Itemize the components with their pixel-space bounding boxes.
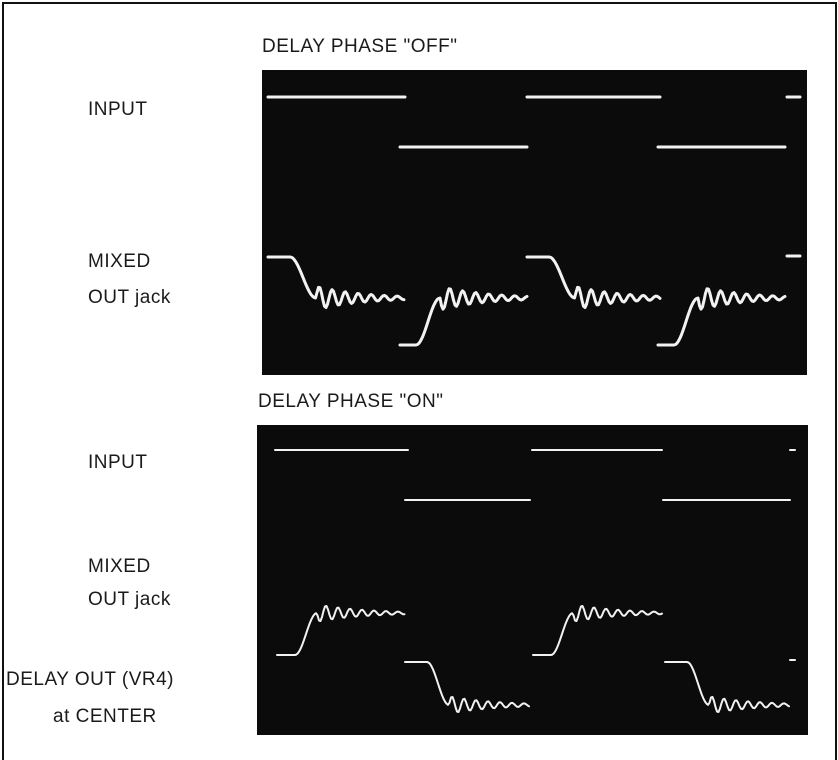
scope-screen (262, 70, 807, 375)
trace-label: DELAY OUT (VR4) (6, 669, 174, 690)
trace-label: INPUT (88, 99, 148, 120)
panel-title: DELAY PHASE "OFF" (262, 36, 458, 57)
scope-screen (257, 425, 808, 735)
trace-label: OUT jack (88, 589, 171, 610)
trace-label: MIXED (88, 556, 151, 577)
trace-label: INPUT (88, 452, 148, 473)
trace-label: at CENTER (53, 706, 157, 727)
panel-title: DELAY PHASE "ON" (258, 391, 444, 412)
figure: DELAY PHASE "OFF" INPUT MIXED OUT jack D… (0, 0, 838, 760)
trace-label: MIXED (88, 251, 151, 272)
trace-label: OUT jack (88, 287, 171, 308)
